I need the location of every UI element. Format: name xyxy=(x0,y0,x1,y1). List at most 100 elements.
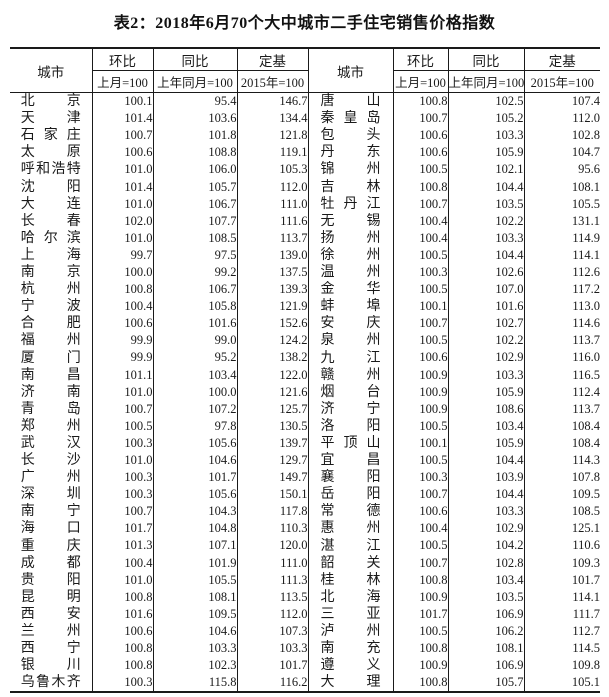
base-cell: 131.1 xyxy=(523,212,600,230)
city-cell: 合肥 xyxy=(10,315,92,332)
base-cell: 107.4 xyxy=(523,92,600,111)
table-row: 海口 101.7 104.8 110.3 惠州 100.4 102.9 125.1 xyxy=(10,520,600,538)
city-cell: 哈尔滨 xyxy=(10,230,92,247)
base-cell: 112.0 xyxy=(236,605,308,623)
mom-cell: 100.6 xyxy=(91,144,153,162)
city-name: 兰州 xyxy=(20,624,81,640)
mom-cell: 102.0 xyxy=(91,212,153,230)
city-name: 牡丹江 xyxy=(320,196,381,212)
header-mom-left: 环比 xyxy=(91,48,153,71)
mom-cell: 100.4 xyxy=(91,554,153,572)
city-name: 南充 xyxy=(320,641,381,657)
city-cell: 大连 xyxy=(10,196,92,213)
table-row: 天津 101.4 103.6 134.4 秦皇岛 100.7 105.2 112.0 xyxy=(10,110,600,128)
yoy-cell: 103.4 xyxy=(447,571,524,589)
yoy-cell: 107.7 xyxy=(152,212,237,230)
city-cell: 石家庄 xyxy=(10,127,92,144)
table-row: 哈尔滨 101.0 108.5 113.7 扬州 100.4 103.3 114.9 xyxy=(10,229,600,247)
city-cell: 济南 xyxy=(10,384,92,401)
yoy-cell: 115.8 xyxy=(152,674,237,693)
city-name: 北海 xyxy=(320,589,381,605)
mom-cell: 100.3 xyxy=(392,469,448,487)
mom-cell: 100.8 xyxy=(392,571,448,589)
city-cell: 包头 xyxy=(307,127,393,145)
city-cell: 金华 xyxy=(307,281,393,299)
mom-cell: 100.9 xyxy=(392,383,448,401)
city-cell: 桂林 xyxy=(307,571,393,589)
city-cell: 平顶山 xyxy=(307,434,393,452)
city-cell: 北海 xyxy=(307,588,393,606)
base-cell: 130.5 xyxy=(236,417,308,435)
table-row: 长沙 101.0 104.6 129.7 宜昌 100.5 104.4 114.3 xyxy=(10,451,600,470)
city-cell: 杭州 xyxy=(10,281,92,298)
price-index-table: 城市 环比 同比 定基 城市 环比 同比 定基 上月=100 上年同月=100 … xyxy=(10,47,600,694)
table-row: 合肥 100.6 101.6 152.6 安庆 100.7 102.7 114.6 xyxy=(10,315,600,333)
mom-cell: 100.5 xyxy=(392,622,448,640)
base-cell: 95.6 xyxy=(523,161,600,179)
base-cell: 110.3 xyxy=(236,520,308,538)
city-cell: 武汉 xyxy=(10,435,92,452)
city-cell: 三亚 xyxy=(307,605,393,623)
mom-cell: 100.8 xyxy=(91,657,153,675)
mom-cell: 100.5 xyxy=(392,281,448,299)
mom-cell: 100.3 xyxy=(91,469,153,487)
city-name: 乌鲁木齐 xyxy=(20,675,81,691)
city-cell: 韶关 xyxy=(307,554,393,572)
city-cell: 九江 xyxy=(307,349,393,367)
mom-cell: 100.9 xyxy=(392,588,448,606)
table-row: 呼和浩特 101.0 106.0 105.3 锦州 100.5 102.1 95.6 xyxy=(10,161,600,179)
mom-cell: 100.5 xyxy=(91,417,153,435)
city-name: 昆明 xyxy=(20,589,81,605)
mom-cell: 99.9 xyxy=(91,332,153,350)
table-row: 石家庄 100.7 101.8 121.8 包头 100.6 103.3 102.8 xyxy=(10,127,600,145)
table-row: 杭州 100.8 106.7 139.3 金华 100.5 107.0 117.2 xyxy=(10,281,600,299)
base-cell: 112.7 xyxy=(523,622,600,640)
yoy-cell: 102.2 xyxy=(447,212,524,230)
mom-cell: 101.0 xyxy=(91,195,153,213)
base-cell: 111.7 xyxy=(523,605,600,623)
mom-cell: 100.5 xyxy=(392,332,448,350)
yoy-cell: 102.8 xyxy=(447,554,524,572)
base-cell: 114.5 xyxy=(523,640,600,658)
table-row: 乌鲁木齐 100.3 115.8 116.2 大理 100.8 105.7 105.1 xyxy=(10,674,600,693)
city-name: 厦门 xyxy=(20,350,81,366)
base-cell: 105.3 xyxy=(236,161,308,179)
city-name: 锦州 xyxy=(320,162,381,178)
city-cell: 唐山 xyxy=(307,92,393,111)
yoy-cell: 103.4 xyxy=(152,366,237,384)
city-cell: 长沙 xyxy=(10,452,92,469)
city-cell: 青岛 xyxy=(10,401,92,418)
city-cell: 上海 xyxy=(10,247,92,264)
base-cell: 114.1 xyxy=(523,246,600,264)
yoy-cell: 102.9 xyxy=(447,520,524,538)
subheader-mom-right: 上月=100 xyxy=(392,70,448,93)
mom-cell: 100.3 xyxy=(91,674,153,693)
yoy-cell: 103.3 xyxy=(447,229,524,247)
base-cell: 114.3 xyxy=(523,451,600,470)
mom-cell: 100.6 xyxy=(392,349,448,367)
base-cell: 107.3 xyxy=(236,622,308,640)
city-name: 合肥 xyxy=(20,316,81,332)
base-cell: 121.9 xyxy=(236,298,308,316)
yoy-cell: 108.6 xyxy=(447,400,524,418)
city-name: 遵义 xyxy=(320,658,381,674)
city-name: 海口 xyxy=(20,521,81,537)
subheader-base-right: 2015年=100 xyxy=(523,70,600,93)
table-row: 西宁 100.8 103.3 103.3 南充 100.8 108.1 114.5 xyxy=(10,640,600,658)
city-cell: 西宁 xyxy=(10,640,92,657)
city-cell: 天津 xyxy=(10,110,92,127)
city-cell: 湛江 xyxy=(307,537,393,555)
city-name: 桂林 xyxy=(320,572,381,588)
mom-cell: 100.7 xyxy=(392,486,448,504)
city-name: 沈阳 xyxy=(20,179,81,195)
city-cell: 丹东 xyxy=(307,144,393,162)
table-row: 厦门 99.9 95.2 138.2 九江 100.6 102.9 116.0 xyxy=(10,349,600,367)
base-cell: 139.0 xyxy=(236,246,308,264)
yoy-cell: 107.2 xyxy=(152,400,237,418)
table-row: 太原 100.6 108.8 119.1 丹东 100.6 105.9 104.7 xyxy=(10,144,600,162)
mom-cell: 100.7 xyxy=(392,315,448,333)
header-mom-right: 环比 xyxy=(392,48,448,71)
base-cell: 125.1 xyxy=(523,520,600,538)
mom-cell: 100.8 xyxy=(392,674,448,693)
mom-cell: 100.1 xyxy=(392,298,448,316)
